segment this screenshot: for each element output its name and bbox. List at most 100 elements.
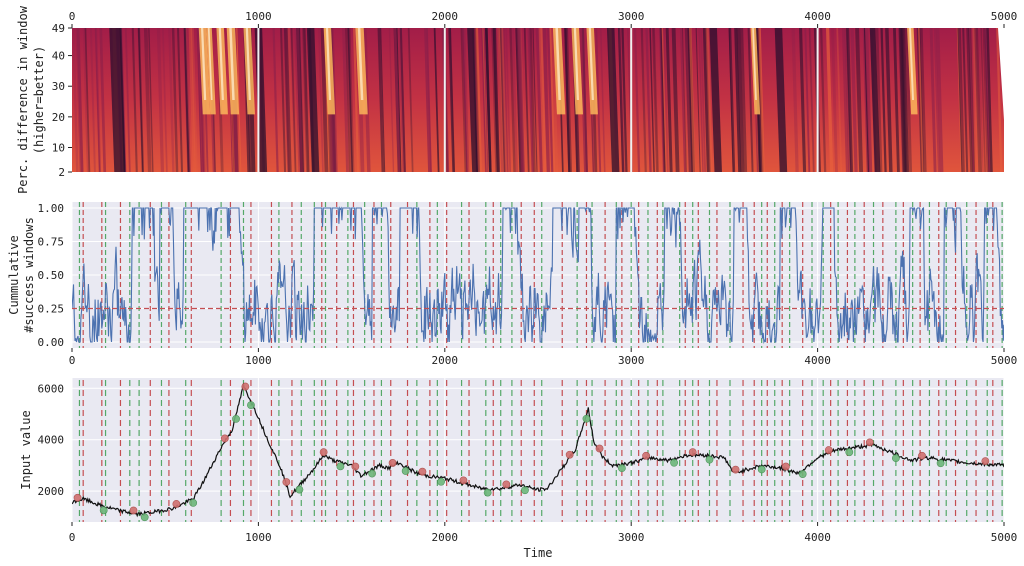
price-sell-marker [731,465,740,474]
heatmap-texture-stripe [564,28,573,172]
price-sell-marker [918,451,926,460]
price-sell-marker [642,451,651,460]
price-buy-marker [936,459,945,468]
success-y-tick-label: 0.00 [38,336,65,349]
heatmap-y-tick-label: 30 [52,80,65,93]
heatmap-texture-stripe [850,28,858,172]
heatmap-texture-stripe [901,28,908,172]
heatmap-texture-stripe [398,28,406,172]
heatmap-texture-stripe [296,28,303,172]
heatmap-texture-stripe [94,28,101,172]
heatmap-texture-stripe [424,28,432,172]
heatmap-texture-stripe [138,28,145,172]
price-y-tick-label: 6000 [38,382,65,395]
heatmap-texture-stripe [177,28,184,172]
heatmap-texture-stripe [918,28,924,172]
heatmap-dark-band [709,28,722,172]
heatmap-texture-stripe [499,28,508,172]
price-buy-marker [368,469,377,478]
heatmap-texture-stripe [84,28,91,172]
heatmap-texture-stripe [505,28,512,172]
price-buy-marker [617,464,626,473]
heatmap-texture-stripe [171,28,179,172]
heatmap-x-tick-label: 5000 [991,10,1018,23]
price-x-tick-label: 3000 [618,531,645,544]
heatmap-texture-stripe [957,28,965,172]
price-buy-marker [845,448,854,457]
success-x-ticks: 0 1000 2000 3000 4000 5000 [69,348,1017,367]
heatmap-y-tick-label: 20 [52,111,65,124]
price-panel: 0 1000 2000 3000 4000 5000 6000 4000 2000 Input… [19,378,1017,560]
heatmap-bright-core [573,28,580,100]
heatmap-texture-stripe [236,28,242,172]
heatmap-texture-stripe [875,28,883,172]
heatmap-edge [998,28,1004,172]
heatmap-texture-stripe [290,28,297,172]
heatmap-texture-stripe [196,28,205,172]
heatmap-bright-core [200,28,207,100]
heatmap-texture-stripe [82,28,89,172]
heatmap-texture-stripe [347,28,354,172]
success-y-ticks: 1.00 0.75 0.50 0.25 0.00 [38,202,65,349]
heatmap-texture-stripe [137,28,144,172]
heatmap-texture-stripe [143,28,152,172]
heatmap-texture-stripe [190,28,198,172]
heatmap-texture-stripe [880,28,887,172]
heatmap-x-tick-label: 0 [69,10,76,23]
heatmap-texture-stripe [679,28,687,172]
heatmap-texture-stripe [671,28,680,172]
heatmap-texture-stripe [380,28,386,172]
heatmap-texture-stripe [885,28,893,172]
heatmap-texture-stripe [684,28,690,172]
heatmap-panel: 0 1000 2000 3000 4000 5000 49 40 30 20 10 2 Perc. … [16,5,1017,194]
heatmap-texture-stripe [162,28,168,172]
heatmap-texture-stripe [863,28,869,172]
heatmap-y-tick-label: 49 [52,22,65,35]
heatmap-texture-stripe [688,28,696,172]
heatmap-texture-stripe [509,28,516,172]
heatmap-texture-stripe [491,28,499,172]
heatmap-y-ticks: 49 40 30 20 10 2 [52,22,72,179]
price-buy-marker [670,458,678,467]
success-y-tick-label: 0.25 [38,303,65,316]
success-y-tick-label: 0.75 [38,236,65,249]
heatmap-texture-stripe [897,28,904,172]
price-x-tick-label: 5000 [991,531,1018,544]
heatmap-texture-stripe [500,28,509,172]
heatmap-texture-stripe [535,28,543,172]
heatmap-texture-stripe [972,28,980,172]
price-buy-marker [232,414,240,423]
heatmap-bright-core [229,28,235,100]
price-x-ticks: 0 1000 2000 3000 4000 5000 [69,522,1018,544]
success-x-tick-label: 4000 [804,354,831,367]
heatmap-dark-band [774,28,788,172]
heatmap-texture-stripe [695,28,701,172]
heatmap-texture-stripe [523,28,530,172]
heatmap-texture-stripe [303,28,310,172]
heatmap-texture-stripe [681,28,687,172]
heatmap-texture-stripe [550,28,559,172]
price-buy-marker [336,462,345,471]
heatmap-bright-core [752,28,757,100]
heatmap-texture-stripe [287,28,294,172]
heatmap-texture-stripe [791,28,799,172]
heatmap-texture-stripe [919,28,927,172]
heatmap-texture-stripe [283,28,290,172]
heatmap-year-markers [257,28,819,172]
heatmap-dark-band [109,28,126,172]
price-sell-marker [865,438,874,447]
heatmap-texture-stripe [475,28,483,172]
price-buy-marker [295,485,304,494]
heatmap-texture-stripe [332,28,338,172]
heatmap-texture-stripe [499,28,506,172]
heatmap-ylabel-line2: (higher=better) [32,46,46,154]
heatmap-bands [72,28,1003,172]
heatmap-texture-stripe [320,28,329,172]
heatmap-texture-stripe [905,28,913,172]
heatmap-texture-stripe [527,28,534,172]
heatmap-texture-stripe [640,28,647,172]
success-ylabel-line2: #success windows [22,217,36,333]
heatmap-texture-stripe [76,28,84,172]
heatmap-texture-stripe [809,28,815,172]
success-x-tick-label: 3000 [618,354,645,367]
